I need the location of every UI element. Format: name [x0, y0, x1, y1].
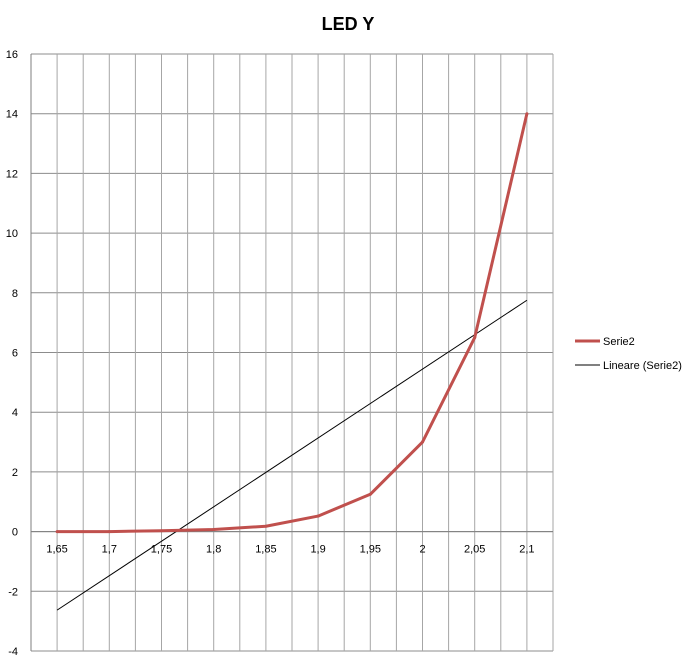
axes: -4 -2 0 2 4 6 8 10 12 14 16 1,65 1,7 1,75 1,8 1,85 1,9 1,… [6, 49, 553, 658]
legend: Serie2 Lineare (Serie2) [575, 336, 682, 372]
x-tick-label: 2,05 [464, 544, 485, 556]
x-tick-label: 1,65 [46, 544, 67, 556]
data-point [107, 530, 111, 534]
x-tick-label: 1,8 [206, 544, 221, 556]
chart-title: LED Y [322, 14, 375, 34]
grid [30, 53, 554, 652]
data-point [55, 530, 59, 534]
x-tick-label: 1,75 [151, 544, 172, 556]
data-point [212, 528, 216, 532]
y-tick-label: 10 [6, 228, 18, 240]
x-tick-label: 1,85 [255, 544, 276, 556]
y-tick-label: 0 [12, 527, 18, 539]
data-point [473, 336, 477, 340]
x-tick-label: 1,7 [102, 544, 117, 556]
trendline [56, 299, 528, 611]
data-point [316, 514, 320, 518]
legend-label-series: Serie2 [603, 336, 635, 348]
series-line [57, 113, 529, 534]
y-tick-label: -4 [8, 646, 18, 658]
y-tick-label: 14 [6, 109, 18, 121]
legend-label-trendline: Lineare (Serie2) [603, 360, 682, 372]
x-tick-label: 1,9 [310, 544, 325, 556]
x-tick-label: 1,95 [360, 544, 381, 556]
data-point [421, 440, 424, 444]
series-layer [55, 112, 529, 611]
y-tick-label: 16 [6, 49, 18, 61]
y-tick-label: 4 [12, 407, 18, 419]
x-tick-label: 2 [419, 544, 425, 556]
data-point [160, 529, 163, 533]
data-point [525, 112, 529, 116]
y-tick-label: 6 [12, 348, 18, 360]
data-point [264, 524, 268, 528]
y-tick-label: 2 [12, 467, 18, 479]
y-tick-label: -2 [8, 586, 18, 598]
y-tick-label: 8 [12, 288, 18, 300]
data-point [368, 492, 372, 496]
x-tick-label: 2,1 [519, 544, 534, 556]
y-tick-label: 12 [6, 168, 18, 180]
